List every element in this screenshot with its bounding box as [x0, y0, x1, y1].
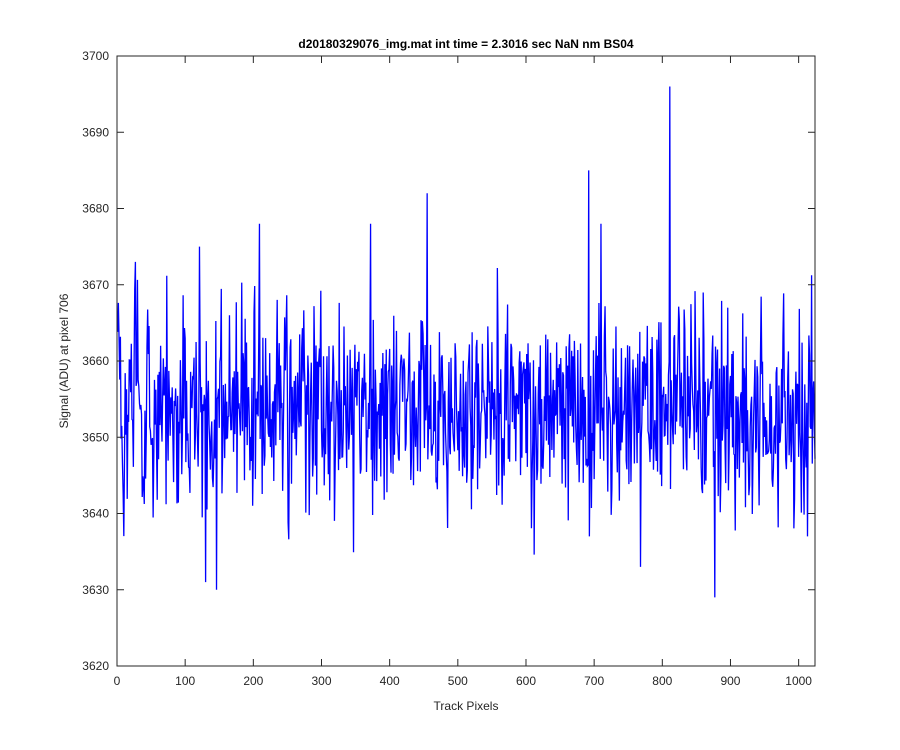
x-tick-label: 500 — [448, 674, 468, 688]
y-axis-label: Signal (ADU) at pixel 706 — [57, 293, 71, 428]
x-tick-label: 600 — [516, 674, 536, 688]
x-tick-label: 400 — [380, 674, 400, 688]
y-tick-label: 3690 — [82, 125, 109, 139]
chart-title: d20180329076_img.mat int time = 2.3016 s… — [298, 37, 634, 51]
y-tick-label: 3640 — [82, 507, 109, 521]
x-tick-label: 0 — [114, 674, 121, 688]
x-tick-label: 700 — [584, 674, 604, 688]
x-tick-label: 200 — [243, 674, 263, 688]
y-tick-label: 3670 — [82, 278, 109, 292]
y-tick-label: 3650 — [82, 430, 109, 444]
x-tick-label: 900 — [720, 674, 740, 688]
y-tick-label: 3620 — [82, 659, 109, 673]
x-tick-label: 1000 — [785, 674, 812, 688]
y-tick-label: 3680 — [82, 202, 109, 216]
y-tick-label: 3700 — [82, 49, 109, 63]
ticks-layer: 0 100 200 300 400 500 600 700 800 900 1000 3620 3630… — [82, 49, 815, 688]
x-tick-label: 800 — [652, 674, 672, 688]
x-tick-label: 100 — [175, 674, 195, 688]
x-axis-label: Track Pixels — [434, 699, 499, 713]
series-layer — [117, 86, 816, 598]
x-tick-label: 300 — [311, 674, 331, 688]
series-line — [117, 86, 816, 598]
y-tick-label: 3630 — [82, 583, 109, 597]
y-tick-label: 3660 — [82, 354, 109, 368]
